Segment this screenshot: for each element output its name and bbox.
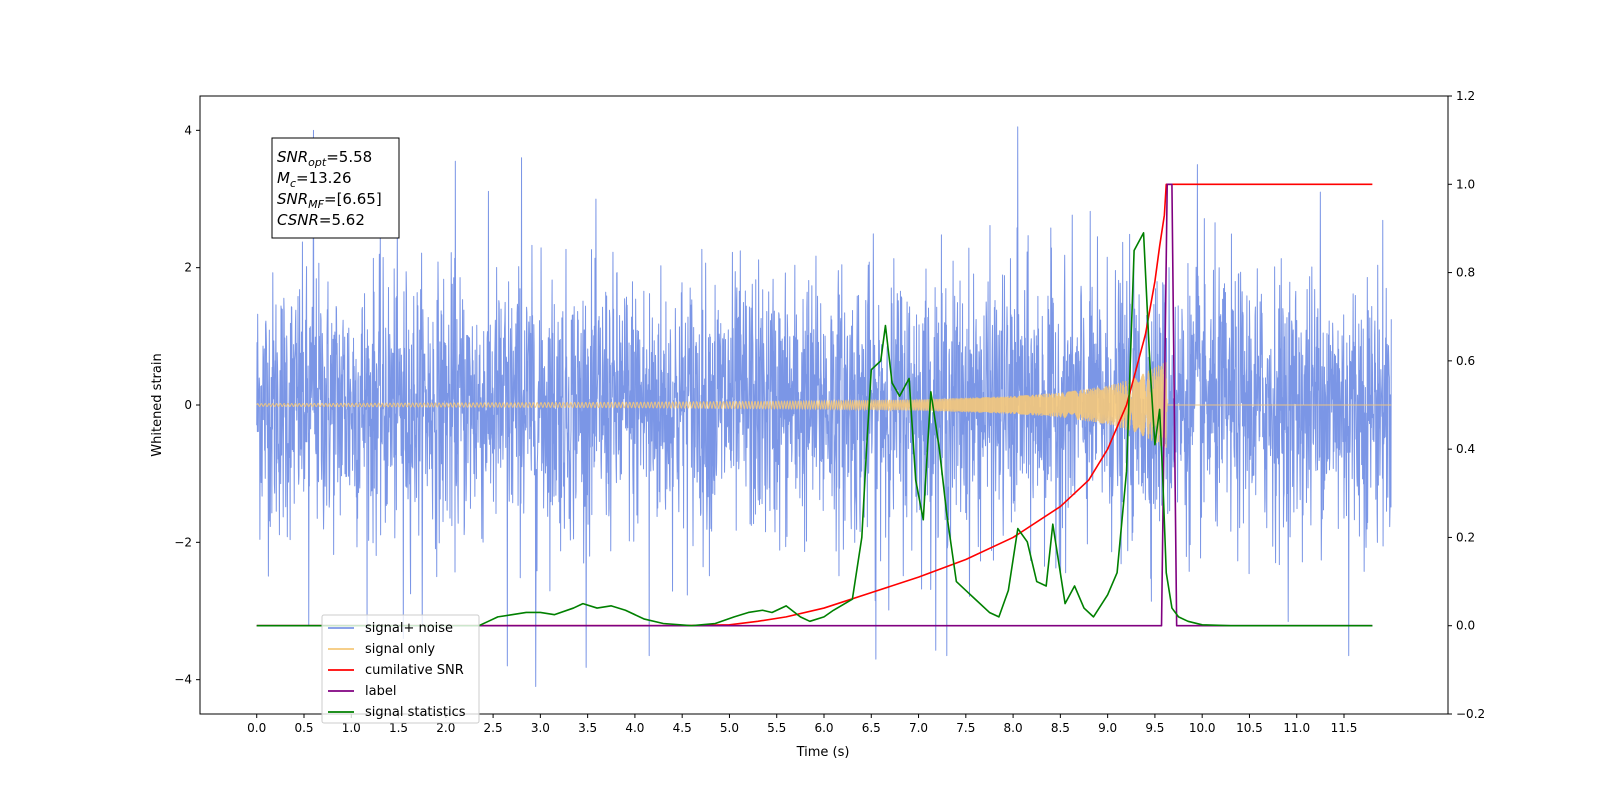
legend-label: cumilative SNR [365,663,464,678]
annotation-line: CSNR=5.62 [277,211,365,229]
x-tick-label: 1.0 [342,721,361,735]
series-signal-only-line [256,362,1392,448]
legend-label: signal statistics [365,705,466,720]
y-tick-label: 2 [184,261,192,275]
y2-tick-label: 0.0 [1456,619,1475,633]
legend-label: signal+ noise [365,621,453,636]
x-tick-label: 7.5 [956,721,975,735]
annotation-value: =5.62 [319,211,365,229]
y2-tick-label: 1.2 [1456,89,1475,103]
annotation-symbol: CSNR [277,211,319,229]
annotation-line: Mc=13.26 [277,169,352,190]
x-tick-label: 5.0 [720,721,739,735]
annotation-frame [271,137,400,239]
y-axis-left: −4 −2 0 2 4 [174,123,200,687]
x-tick-label: 5.5 [767,721,786,735]
annotation-line: SNRMF=[6.65] [277,190,382,211]
y-axis-label: Whitened strain [150,353,165,456]
series-layer [256,126,1392,688]
annotation-value: =[6.65] [324,190,382,208]
annotation-value: =13.26 [296,169,352,187]
x-axis: 0.0 0.5 1.0 1.5 2.0 2.5 3.0 3.5 4.0 4.5 5.0 5.5 6.0 6… [247,714,1357,735]
x-tick-label: 11.0 [1283,721,1310,735]
y-tick-label: −4 [174,673,192,687]
x-tick-label: 10.5 [1236,721,1263,735]
x-tick-label: 6.0 [814,721,833,735]
x-tick-label: 4.0 [625,721,644,735]
annotation-subscript: MF [308,198,324,211]
annotation-line: SNRopt=5.58 [277,148,372,169]
x-tick-label: 1.5 [389,721,408,735]
y-tick-label: 4 [184,123,192,137]
y2-tick-label: 1.0 [1456,177,1475,191]
x-axis-label: Time (s) [796,745,850,760]
annotation-symbol: SNR [277,148,308,166]
x-tick-label: 10.0 [1189,721,1216,735]
annotation-symbol: M [277,169,290,187]
x-tick-label: 0.5 [294,721,313,735]
x-tick-label: 8.0 [1004,721,1023,735]
x-tick-label: 7.0 [909,721,928,735]
x-tick-label: 0.0 [247,721,266,735]
legend-label: label [365,684,396,699]
y2-tick-label: −0.2 [1456,707,1485,721]
annotation-value: =5.58 [326,148,372,166]
x-tick-label: 2.0 [436,721,455,735]
series-signal-noise-line [256,126,1392,688]
y-tick-label: −2 [174,535,192,549]
y2-tick-label: 0.8 [1456,266,1475,280]
annotation-symbol: SNR [277,190,308,208]
y2-tick-label: 0.6 [1456,354,1475,368]
series-cumilative-snr-line [256,183,1373,627]
annotation-subscript: c [290,177,296,190]
y2-tick-label: 0.4 [1456,442,1475,456]
legend: signal+ noise signal only cumilative SNR la… [321,614,480,724]
x-tick-label: 4.5 [673,721,692,735]
legend-label: signal only [365,642,435,657]
y-axis-right: −0.2 0.0 0.2 0.4 0.6 0.8 1.0 1.2 [1448,89,1485,721]
x-tick-label: 8.5 [1051,721,1070,735]
legend-frame [321,614,480,724]
y-tick-label: 0 [184,398,192,412]
x-tick-label: 3.5 [578,721,597,735]
x-tick-label: 2.5 [484,721,503,735]
x-tick-label: 9.5 [1145,721,1164,735]
annotation-subscript: opt [308,156,327,169]
y2-tick-label: 0.2 [1456,530,1475,544]
x-tick-label: 3.0 [531,721,550,735]
x-tick-label: 6.5 [862,721,881,735]
x-tick-label: 11.5 [1331,721,1358,735]
x-tick-label: 9.0 [1098,721,1117,735]
series-signal-statistics-line [256,232,1373,627]
